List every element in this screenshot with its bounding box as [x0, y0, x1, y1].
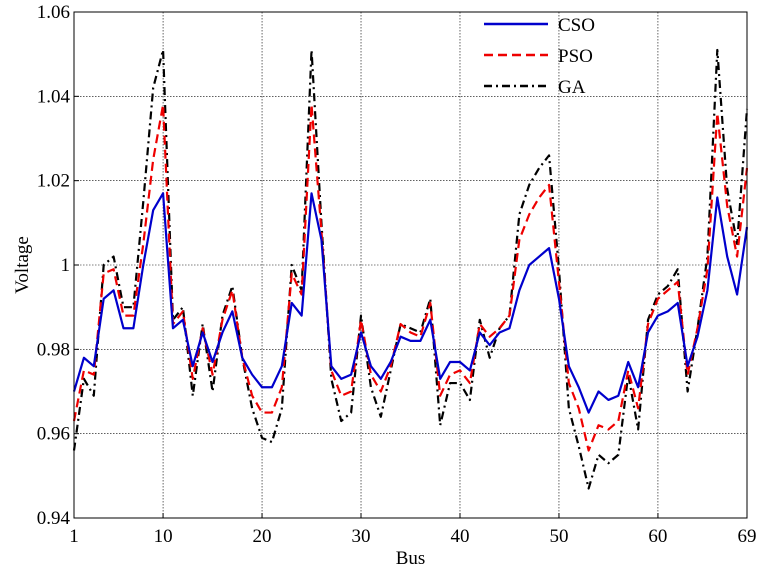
- x-tick-label: 20: [253, 526, 272, 547]
- series-line-cso: [72, 192, 749, 414]
- series-line-pso: [72, 103, 749, 452]
- x-tick-label: 60: [648, 526, 667, 547]
- y-tick-label: 1.06: [37, 2, 70, 23]
- x-tick-label: 69: [738, 526, 757, 547]
- x-tick-label: 40: [450, 526, 469, 547]
- legend-label-pso: PSO: [558, 46, 593, 67]
- x-axis-label: Bus: [396, 548, 426, 569]
- legend: CSO PSO GA: [484, 15, 595, 98]
- x-tick-label: 1: [69, 526, 79, 547]
- grid-lines: [73, 11, 748, 519]
- y-tick-label: 0.96: [37, 424, 70, 445]
- y-tick-label: 1.02: [37, 171, 70, 192]
- y-tick-label: 0.98: [37, 339, 70, 360]
- series-lines: [72, 48, 749, 490]
- series-line-ga: [72, 48, 749, 490]
- x-tick-label: 30: [352, 526, 371, 547]
- y-tick-label: 1: [61, 255, 71, 276]
- y-tick-label: 0.94: [37, 508, 71, 529]
- legend-label-cso: CSO: [558, 15, 595, 36]
- x-tick-label: 50: [549, 526, 568, 547]
- tick-labels: 1 10 20 30 40 50 60 69 0.94 0.96 0.98 1 1.02 1.04 1.06: [37, 2, 757, 547]
- legend-label-ga: GA: [558, 77, 586, 98]
- x-tick-label: 10: [154, 526, 173, 547]
- y-axis-label: Voltage: [12, 236, 33, 294]
- y-tick-label: 1.04: [37, 86, 71, 107]
